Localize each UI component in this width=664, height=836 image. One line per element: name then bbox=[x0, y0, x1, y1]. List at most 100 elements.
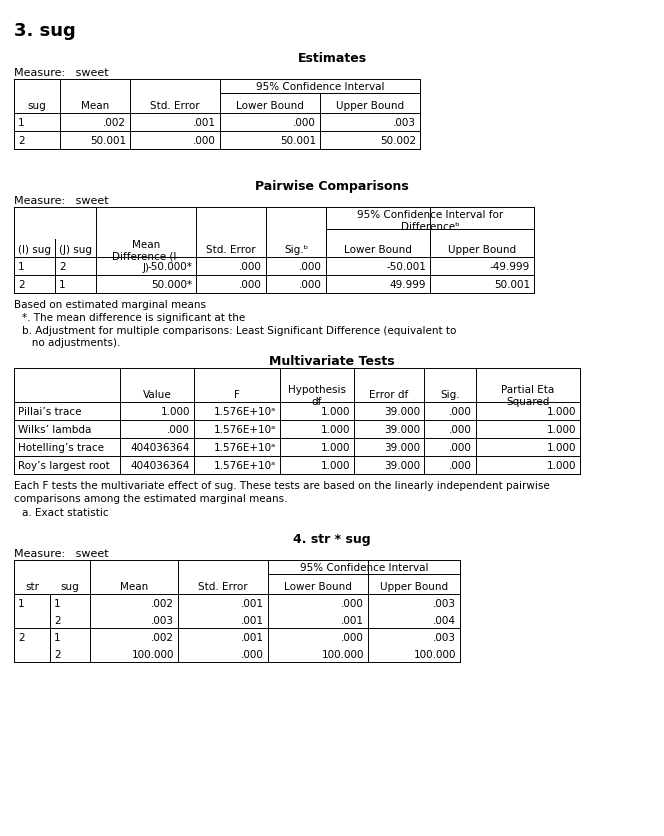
Text: .000: .000 bbox=[193, 135, 216, 145]
Text: 1.576E+10ᵃ: 1.576E+10ᵃ bbox=[214, 406, 276, 416]
Text: 2: 2 bbox=[54, 650, 60, 660]
Text: 2: 2 bbox=[18, 135, 25, 145]
Text: Measure:   sweet: Measure: sweet bbox=[14, 68, 109, 78]
Text: .000: .000 bbox=[241, 650, 264, 660]
Text: 2: 2 bbox=[18, 280, 25, 289]
Text: .004: .004 bbox=[433, 615, 456, 625]
Text: Mean: Mean bbox=[81, 101, 109, 111]
Text: 1.000: 1.000 bbox=[321, 461, 350, 471]
Text: .000: .000 bbox=[167, 425, 190, 435]
Text: Each F tests the multivariate effect of sug. These tests are based on the linear: Each F tests the multivariate effect of … bbox=[14, 481, 550, 491]
Text: .000: .000 bbox=[341, 599, 364, 609]
Text: .003: .003 bbox=[433, 632, 456, 642]
Text: 1.000: 1.000 bbox=[546, 461, 576, 471]
Text: Lower Bound: Lower Bound bbox=[344, 245, 412, 255]
Text: .000: .000 bbox=[341, 632, 364, 642]
Text: comparisons among the estimated marginal means.: comparisons among the estimated marginal… bbox=[14, 493, 288, 503]
Text: sug: sug bbox=[60, 581, 80, 591]
Text: 50.002: 50.002 bbox=[380, 135, 416, 145]
Text: 1: 1 bbox=[59, 280, 66, 289]
Text: a. Exact statistic: a. Exact statistic bbox=[22, 507, 109, 517]
Text: 95% Confidence Interval: 95% Confidence Interval bbox=[299, 563, 428, 573]
Text: 39.000: 39.000 bbox=[384, 442, 420, 452]
Text: Partial Eta
Squared: Partial Eta Squared bbox=[501, 385, 554, 406]
Text: Mean
Difference (I-
J): Mean Difference (I- J) bbox=[112, 240, 180, 273]
Text: .000: .000 bbox=[449, 442, 472, 452]
Text: Upper Bound: Upper Bound bbox=[380, 581, 448, 591]
Text: 50.001: 50.001 bbox=[494, 280, 530, 289]
Text: Based on estimated marginal means: Based on estimated marginal means bbox=[14, 299, 206, 309]
Text: str: str bbox=[25, 581, 39, 591]
Text: 50.000*: 50.000* bbox=[151, 280, 192, 289]
Text: .000: .000 bbox=[293, 118, 316, 128]
Text: Pairwise Comparisons: Pairwise Comparisons bbox=[255, 180, 409, 193]
Text: Wilks’ lambda: Wilks’ lambda bbox=[18, 425, 92, 435]
Text: 1: 1 bbox=[18, 262, 25, 272]
Text: .003: .003 bbox=[393, 118, 416, 128]
Text: 100.000: 100.000 bbox=[131, 650, 174, 660]
Text: .001: .001 bbox=[193, 118, 216, 128]
Text: .001: .001 bbox=[241, 615, 264, 625]
Text: 404036364: 404036364 bbox=[131, 461, 190, 471]
Text: 2: 2 bbox=[54, 615, 60, 625]
Text: 39.000: 39.000 bbox=[384, 425, 420, 435]
Text: Std. Error: Std. Error bbox=[150, 101, 200, 111]
Text: 1.000: 1.000 bbox=[546, 406, 576, 416]
Text: .001: .001 bbox=[241, 599, 264, 609]
Text: .001: .001 bbox=[341, 615, 364, 625]
Text: F: F bbox=[234, 390, 240, 400]
Text: 1.000: 1.000 bbox=[321, 406, 350, 416]
Text: .000: .000 bbox=[449, 461, 472, 471]
Text: no adjustments).: no adjustments). bbox=[22, 338, 120, 348]
Text: Estimates: Estimates bbox=[297, 52, 367, 65]
Text: Measure:   sweet: Measure: sweet bbox=[14, 548, 109, 558]
Text: 1.000: 1.000 bbox=[321, 442, 350, 452]
Text: .000: .000 bbox=[239, 280, 262, 289]
Text: -49.999: -49.999 bbox=[490, 262, 530, 272]
Text: .000: .000 bbox=[239, 262, 262, 272]
Text: Hotelling’s trace: Hotelling’s trace bbox=[18, 442, 104, 452]
Text: 1: 1 bbox=[18, 118, 25, 128]
Text: 2: 2 bbox=[59, 262, 66, 272]
Text: 1: 1 bbox=[18, 599, 25, 609]
Text: 1.576E+10ᵃ: 1.576E+10ᵃ bbox=[214, 425, 276, 435]
Text: 1.576E+10ᵃ: 1.576E+10ᵃ bbox=[214, 442, 276, 452]
Text: .002: .002 bbox=[151, 599, 174, 609]
Text: 3. sug: 3. sug bbox=[14, 22, 76, 40]
Text: Upper Bound: Upper Bound bbox=[336, 101, 404, 111]
Text: (I) sug: (I) sug bbox=[18, 245, 51, 255]
Text: .003: .003 bbox=[151, 615, 174, 625]
Text: 50.001: 50.001 bbox=[90, 135, 126, 145]
Text: .000: .000 bbox=[299, 262, 322, 272]
Text: Mean: Mean bbox=[120, 581, 148, 591]
Text: 1.000: 1.000 bbox=[546, 425, 576, 435]
Text: -50.000*: -50.000* bbox=[147, 262, 192, 272]
Text: Pillai’s trace: Pillai’s trace bbox=[18, 406, 82, 416]
Text: .000: .000 bbox=[449, 425, 472, 435]
Text: 1: 1 bbox=[54, 632, 60, 642]
Text: 100.000: 100.000 bbox=[414, 650, 456, 660]
Text: Multivariate Tests: Multivariate Tests bbox=[269, 354, 395, 368]
Text: Roy’s largest root: Roy’s largest root bbox=[18, 461, 110, 471]
Text: *. The mean difference is significant at the: *. The mean difference is significant at… bbox=[22, 313, 245, 323]
Text: .002: .002 bbox=[151, 632, 174, 642]
Text: Sig.: Sig. bbox=[440, 390, 459, 400]
Text: 39.000: 39.000 bbox=[384, 461, 420, 471]
Text: Lower Bound: Lower Bound bbox=[284, 581, 352, 591]
Text: Value: Value bbox=[143, 390, 171, 400]
Text: 95% Confidence Interval for
Differenceᵇ: 95% Confidence Interval for Differenceᵇ bbox=[357, 210, 503, 232]
Text: Measure:   sweet: Measure: sweet bbox=[14, 196, 109, 206]
Text: sug: sug bbox=[28, 101, 46, 111]
Text: 1.000: 1.000 bbox=[546, 442, 576, 452]
Text: Sig.ᵇ: Sig.ᵇ bbox=[284, 245, 308, 255]
Text: 1: 1 bbox=[54, 599, 60, 609]
Text: .003: .003 bbox=[433, 599, 456, 609]
Text: 1.000: 1.000 bbox=[321, 425, 350, 435]
Text: b. Adjustment for multiple comparisons: Least Significant Difference (equivalent: b. Adjustment for multiple comparisons: … bbox=[22, 325, 456, 335]
Text: 39.000: 39.000 bbox=[384, 406, 420, 416]
Text: .001: .001 bbox=[241, 632, 264, 642]
Text: 50.001: 50.001 bbox=[280, 135, 316, 145]
Text: .000: .000 bbox=[449, 406, 472, 416]
Text: 404036364: 404036364 bbox=[131, 442, 190, 452]
Text: 49.999: 49.999 bbox=[390, 280, 426, 289]
